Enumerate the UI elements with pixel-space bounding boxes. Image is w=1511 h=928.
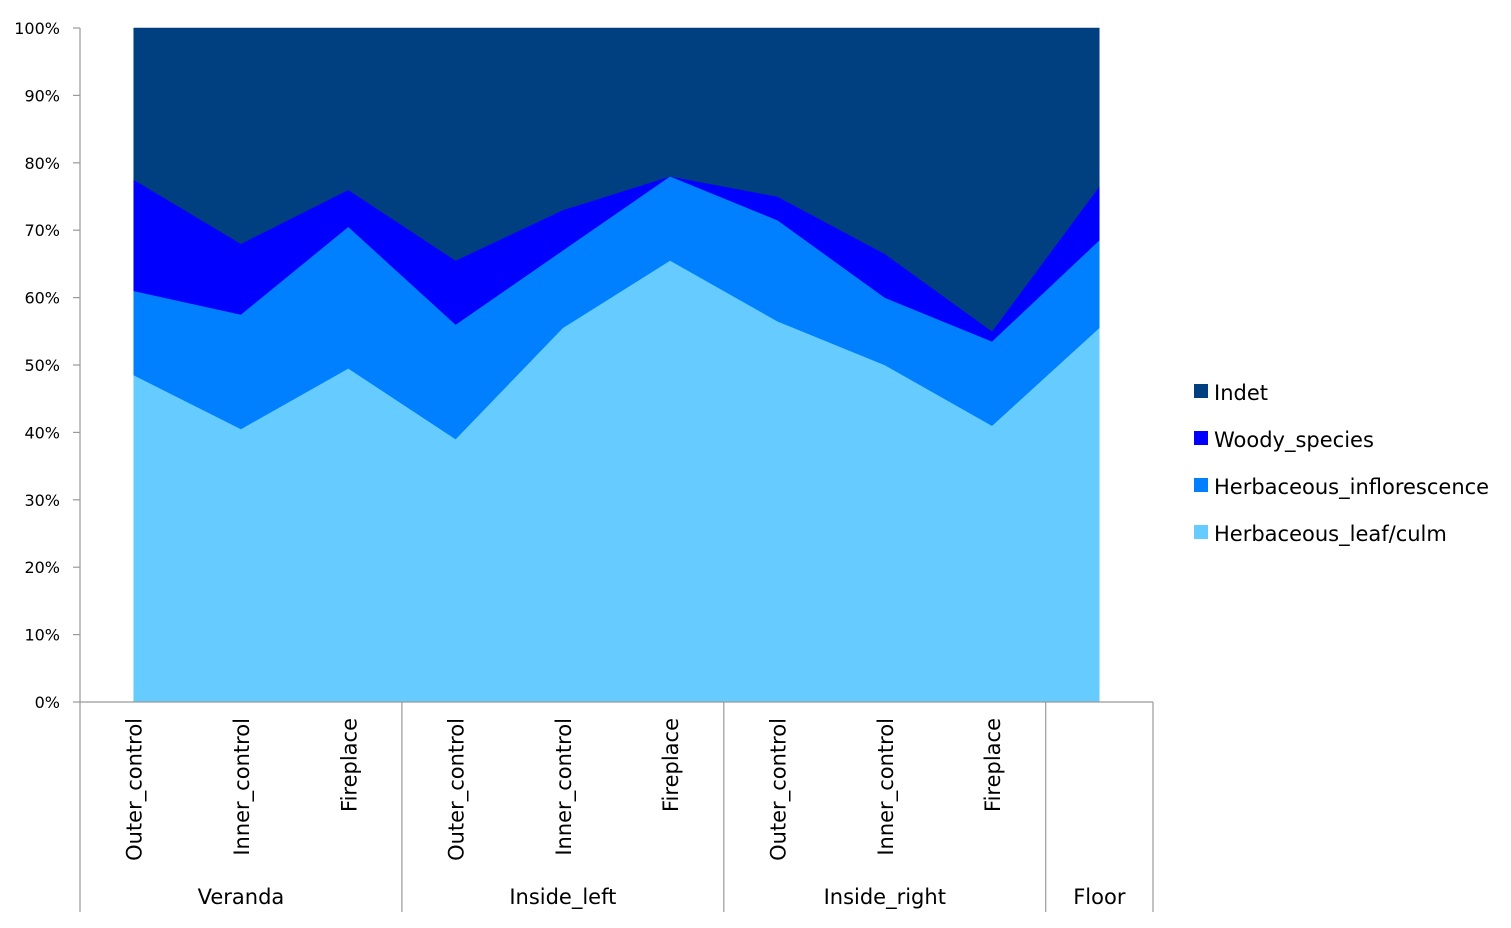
x-category-label: Fireplace xyxy=(981,718,1005,812)
axes-layer xyxy=(73,27,1154,912)
x-group-label: Inside_left xyxy=(509,885,616,910)
x-group-label: Veranda xyxy=(198,885,285,909)
area-layer xyxy=(133,27,1100,703)
y-tick-label: 60% xyxy=(24,289,60,308)
legend-label-herbaceous-leaf-culm: Herbaceous_leaf/culm xyxy=(1214,522,1447,547)
y-tick-label: 10% xyxy=(24,626,60,645)
x-category-label: Outer_control xyxy=(445,718,470,861)
y-tick-label: 100% xyxy=(14,19,60,38)
x-category-label: Inner_control xyxy=(230,718,255,856)
area-series-indet xyxy=(133,27,1100,332)
y-tick-label: 70% xyxy=(24,221,60,240)
x-category-labels: Outer_control Inner_control Fireplace Outer… xyxy=(123,718,1005,861)
legend-swatch-herbaceous-inflorescence xyxy=(1194,478,1208,492)
x-category-label: Outer_control xyxy=(766,718,791,861)
legend-swatch-woody-species xyxy=(1194,431,1208,445)
x-category-label: Fireplace xyxy=(659,718,683,812)
legend: Indet Woody_species Herbaceous_inflorescen… xyxy=(1194,381,1489,547)
y-tick-label: 40% xyxy=(24,423,60,442)
x-category-label: Inner_control xyxy=(874,718,899,856)
x-category-label: Outer_control xyxy=(123,718,148,861)
x-group-label: Inside_right xyxy=(824,885,946,910)
x-group-label: Floor xyxy=(1073,885,1126,909)
legend-label-indet: Indet xyxy=(1214,381,1268,405)
legend-swatch-herbaceous-leaf-culm xyxy=(1194,525,1208,539)
legend-swatch-indet xyxy=(1194,384,1208,398)
x-group-labels: Veranda Inside_left Inside_right Floor xyxy=(198,885,1126,910)
y-tick-label: 50% xyxy=(24,356,60,375)
y-tick-label: 0% xyxy=(35,693,60,712)
y-tick-label: 20% xyxy=(24,558,60,577)
y-tick-label: 90% xyxy=(24,86,60,105)
x-category-label: Fireplace xyxy=(337,718,361,812)
legend-label-woody-species: Woody_species xyxy=(1214,428,1374,453)
y-tick-labels: 0% 10% 20% 30% 40% 50% 60% 70% 80% 90% 100% xyxy=(14,19,60,712)
legend-label-herbaceous-inflorescence: Herbaceous_inflorescence xyxy=(1214,475,1489,500)
x-category-label: Inner_control xyxy=(552,718,577,856)
y-tick-label: 80% xyxy=(24,154,60,173)
y-tick-label: 30% xyxy=(24,491,60,510)
